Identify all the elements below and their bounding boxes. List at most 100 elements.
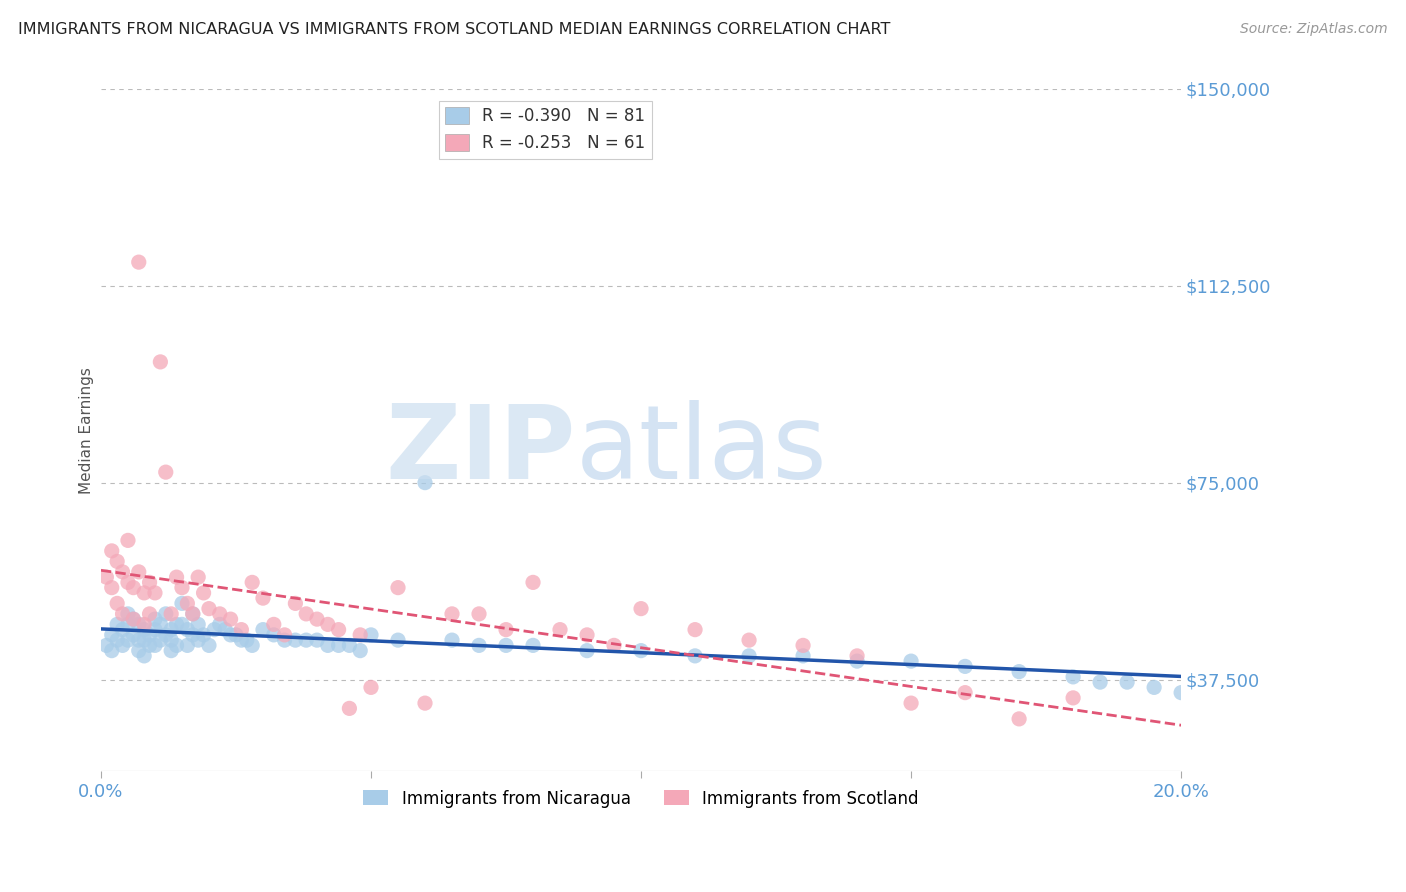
- Point: [495, 623, 517, 637]
- Point: [846, 648, 869, 663]
- Point: [263, 617, 285, 632]
- Point: [792, 639, 814, 653]
- Point: [117, 633, 139, 648]
- Point: [193, 586, 215, 600]
- Point: [349, 643, 371, 657]
- Point: [198, 601, 221, 615]
- Point: [128, 565, 150, 579]
- Point: [128, 643, 150, 657]
- Point: [231, 623, 253, 637]
- Point: [522, 575, 544, 590]
- Point: [117, 533, 139, 548]
- Point: [105, 596, 128, 610]
- Point: [105, 554, 128, 568]
- Point: [176, 623, 198, 637]
- Point: [792, 648, 814, 663]
- Point: [149, 633, 172, 648]
- Point: [208, 607, 231, 621]
- Point: [170, 617, 193, 632]
- Point: [155, 607, 177, 621]
- Point: [231, 633, 253, 648]
- Point: [181, 628, 204, 642]
- Point: [236, 633, 259, 648]
- Point: [603, 639, 626, 653]
- Point: [128, 617, 150, 632]
- Point: [328, 639, 350, 653]
- Point: [413, 475, 436, 490]
- Point: [548, 623, 571, 637]
- Point: [111, 607, 134, 621]
- Legend: Immigrants from Nicaragua, Immigrants from Scotland: Immigrants from Nicaragua, Immigrants fr…: [357, 783, 925, 814]
- Point: [576, 628, 599, 642]
- Point: [316, 617, 339, 632]
- Point: [495, 639, 517, 653]
- Point: [219, 612, 242, 626]
- Point: [630, 643, 652, 657]
- Point: [96, 639, 118, 653]
- Point: [160, 607, 183, 621]
- Point: [1116, 675, 1139, 690]
- Point: [225, 628, 247, 642]
- Point: [387, 633, 409, 648]
- Point: [160, 623, 183, 637]
- Point: [683, 623, 706, 637]
- Point: [122, 581, 145, 595]
- Point: [105, 617, 128, 632]
- Point: [440, 607, 463, 621]
- Point: [128, 255, 150, 269]
- Point: [295, 633, 318, 648]
- Point: [111, 623, 134, 637]
- Point: [160, 643, 183, 657]
- Point: [143, 623, 166, 637]
- Point: [630, 601, 652, 615]
- Point: [134, 617, 156, 632]
- Point: [100, 628, 122, 642]
- Point: [738, 648, 761, 663]
- Point: [252, 591, 274, 606]
- Point: [468, 607, 491, 621]
- Point: [143, 639, 166, 653]
- Point: [155, 465, 177, 479]
- Point: [305, 633, 328, 648]
- Point: [166, 639, 188, 653]
- Point: [143, 586, 166, 600]
- Point: [100, 643, 122, 657]
- Point: [316, 639, 339, 653]
- Point: [953, 685, 976, 699]
- Point: [339, 701, 361, 715]
- Point: [413, 696, 436, 710]
- Point: [176, 596, 198, 610]
- Point: [1062, 690, 1084, 705]
- Point: [111, 639, 134, 653]
- Point: [100, 581, 122, 595]
- Point: [160, 633, 183, 648]
- Point: [100, 544, 122, 558]
- Point: [96, 570, 118, 584]
- Point: [198, 639, 221, 653]
- Point: [117, 607, 139, 621]
- Point: [738, 633, 761, 648]
- Point: [128, 633, 150, 648]
- Point: [900, 654, 922, 668]
- Point: [683, 648, 706, 663]
- Point: [111, 565, 134, 579]
- Point: [181, 607, 204, 621]
- Point: [138, 607, 160, 621]
- Point: [134, 633, 156, 648]
- Point: [117, 575, 139, 590]
- Point: [143, 612, 166, 626]
- Point: [846, 654, 869, 668]
- Point: [155, 628, 177, 642]
- Y-axis label: Median Earnings: Median Earnings: [79, 367, 94, 493]
- Point: [187, 633, 209, 648]
- Point: [240, 639, 263, 653]
- Point: [360, 628, 382, 642]
- Point: [176, 639, 198, 653]
- Point: [387, 581, 409, 595]
- Point: [219, 628, 242, 642]
- Point: [240, 575, 263, 590]
- Text: atlas: atlas: [576, 401, 828, 501]
- Point: [273, 628, 295, 642]
- Point: [1170, 685, 1192, 699]
- Point: [187, 570, 209, 584]
